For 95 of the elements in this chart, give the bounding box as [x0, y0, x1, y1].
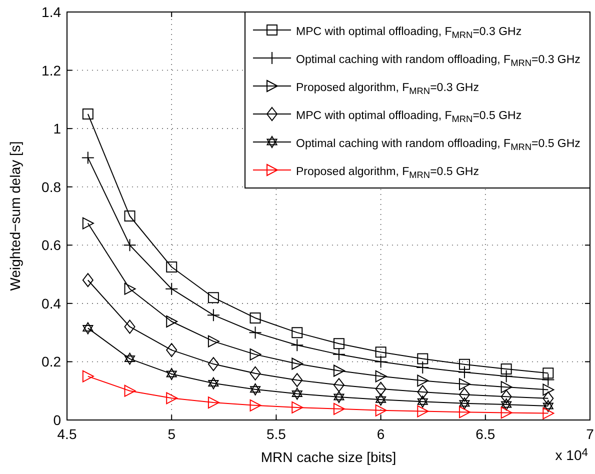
legend-label: MPC with optimal offloading, F$_{MRN}$=0.5 GHz [296, 110, 522, 124]
point [458, 388, 470, 402]
point [208, 377, 219, 390]
point [333, 402, 345, 415]
point [542, 400, 554, 412]
point [124, 282, 136, 295]
point [123, 238, 136, 252]
y-axis-title: Weighted−sum delay [s] [7, 141, 23, 291]
point [375, 382, 386, 396]
point [208, 357, 219, 372]
point [166, 343, 178, 358]
point [458, 406, 470, 418]
point [292, 388, 302, 400]
point [81, 151, 94, 164]
point [290, 338, 304, 352]
point [248, 326, 262, 340]
point [375, 404, 387, 416]
y-tick-label: 0.8 [42, 178, 62, 195]
legend-label: Optimal caching with random offloading, F$_{MRN}$=0.5 GHz [296, 138, 581, 152]
point [124, 384, 136, 397]
point [417, 396, 428, 408]
point [500, 390, 512, 404]
point [166, 392, 178, 404]
text: x 10$^{4}$ [555, 446, 588, 463]
point [292, 401, 304, 414]
point [500, 364, 512, 374]
point [417, 353, 428, 364]
point [458, 358, 470, 370]
point [542, 384, 554, 396]
point [165, 282, 178, 296]
point [208, 292, 219, 304]
point [332, 348, 346, 361]
legend-label: Proposed algorithm, F$_{MRN}$=0.3 GHz [296, 82, 480, 96]
point [250, 366, 261, 380]
point [166, 315, 178, 328]
point [208, 335, 220, 348]
y-tick-label: 1.2 [42, 62, 62, 78]
point [124, 320, 136, 334]
point [417, 374, 429, 387]
point [292, 327, 303, 338]
point [292, 373, 303, 388]
legend-label: MPC with optimal offloading, F$_{MRN}$=0.3 GHz [296, 26, 522, 40]
y-tick-label: 0 [53, 412, 62, 428]
y-tick-label: 1.4 [42, 4, 62, 20]
point [374, 355, 388, 368]
point [458, 378, 470, 390]
point [166, 262, 178, 272]
point [82, 370, 94, 382]
point [250, 383, 261, 396]
x-tick-label: 7 [586, 426, 594, 442]
x-tick-label: 4.5 [57, 426, 77, 442]
point [82, 108, 94, 120]
x-tick-label: 5.5 [266, 426, 286, 442]
x-axis-title: MRN cache size [bits] [260, 449, 396, 465]
legend-label: Optimal caching with random offloading, F$_{MRN}$=0.3 GHz [296, 54, 581, 68]
point [292, 358, 304, 370]
point [542, 391, 554, 406]
point [500, 370, 513, 383]
point [417, 385, 428, 400]
point [459, 397, 470, 410]
point [334, 390, 344, 403]
point [82, 273, 94, 288]
point [542, 373, 555, 386]
y-tick-label: 0.6 [42, 237, 62, 254]
point [250, 399, 262, 412]
point [333, 364, 345, 377]
point [208, 396, 220, 409]
point [250, 348, 262, 360]
point [501, 398, 512, 411]
point [500, 406, 512, 419]
point [82, 217, 94, 230]
x-tick-label: 6 [376, 426, 385, 442]
point [375, 346, 386, 358]
y-tick-label: 0.2 [42, 354, 62, 370]
point [124, 352, 136, 365]
point [82, 322, 94, 334]
point [333, 338, 344, 350]
legend-label: Proposed algorithm, F$_{MRN}$=0.5 GHz [296, 166, 480, 180]
point [376, 394, 386, 406]
point [166, 368, 177, 380]
point [542, 407, 554, 420]
point [206, 308, 220, 322]
point [416, 361, 430, 374]
x-tick-label: 5 [168, 426, 176, 442]
point [250, 312, 261, 324]
y-tick-label: 1 [53, 120, 62, 137]
point [375, 370, 387, 382]
point [124, 210, 136, 222]
point [542, 368, 554, 379]
y-tick-label: 0.4 [42, 295, 62, 312]
x-tick-label: 6.5 [476, 426, 496, 442]
point [333, 378, 344, 392]
point [458, 366, 471, 379]
point [417, 405, 429, 418]
point [500, 381, 512, 394]
